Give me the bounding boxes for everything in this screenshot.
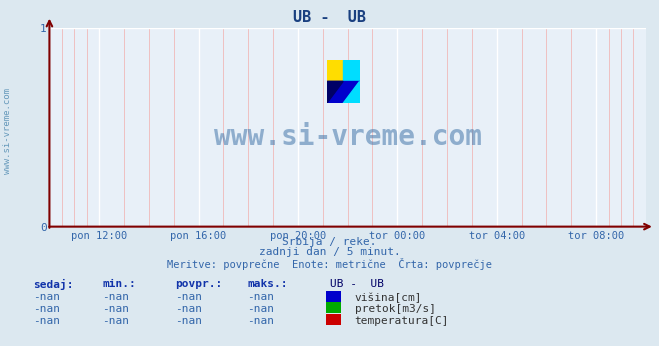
Text: UB -  UB: UB - UB [293, 10, 366, 25]
Text: -nan: -nan [247, 292, 274, 302]
Text: -nan: -nan [175, 316, 202, 326]
Text: min.:: min.: [102, 279, 136, 289]
Text: www.si-vreme.com: www.si-vreme.com [214, 123, 482, 151]
Text: -nan: -nan [102, 316, 129, 326]
Text: pretok[m3/s]: pretok[m3/s] [355, 304, 436, 314]
Text: -nan: -nan [102, 304, 129, 314]
Polygon shape [327, 81, 343, 103]
Text: -nan: -nan [175, 292, 202, 302]
Text: Srbija / reke.: Srbija / reke. [282, 237, 377, 247]
Text: višina[cm]: višina[cm] [355, 292, 422, 303]
Text: -nan: -nan [102, 292, 129, 302]
Text: -nan: -nan [33, 316, 60, 326]
Text: sedaj:: sedaj: [33, 279, 73, 290]
Text: -nan: -nan [175, 304, 202, 314]
Text: zadnji dan / 5 minut.: zadnji dan / 5 minut. [258, 247, 401, 257]
Polygon shape [343, 81, 360, 103]
Bar [327, 60, 343, 81]
Text: www.si-vreme.com: www.si-vreme.com [3, 89, 13, 174]
Text: povpr.:: povpr.: [175, 279, 222, 289]
Text: -nan: -nan [33, 304, 60, 314]
Text: -nan: -nan [247, 316, 274, 326]
Text: Meritve: povprečne  Enote: metrične  Črta: povprečje: Meritve: povprečne Enote: metrične Črta:… [167, 258, 492, 270]
Text: -nan: -nan [247, 304, 274, 314]
Text: UB -  UB: UB - UB [330, 279, 384, 289]
Text: temperatura[C]: temperatura[C] [355, 316, 449, 326]
Text: maks.:: maks.: [247, 279, 287, 289]
Bar [327, 81, 360, 103]
Text: -nan: -nan [33, 292, 60, 302]
Bar [343, 60, 360, 81]
